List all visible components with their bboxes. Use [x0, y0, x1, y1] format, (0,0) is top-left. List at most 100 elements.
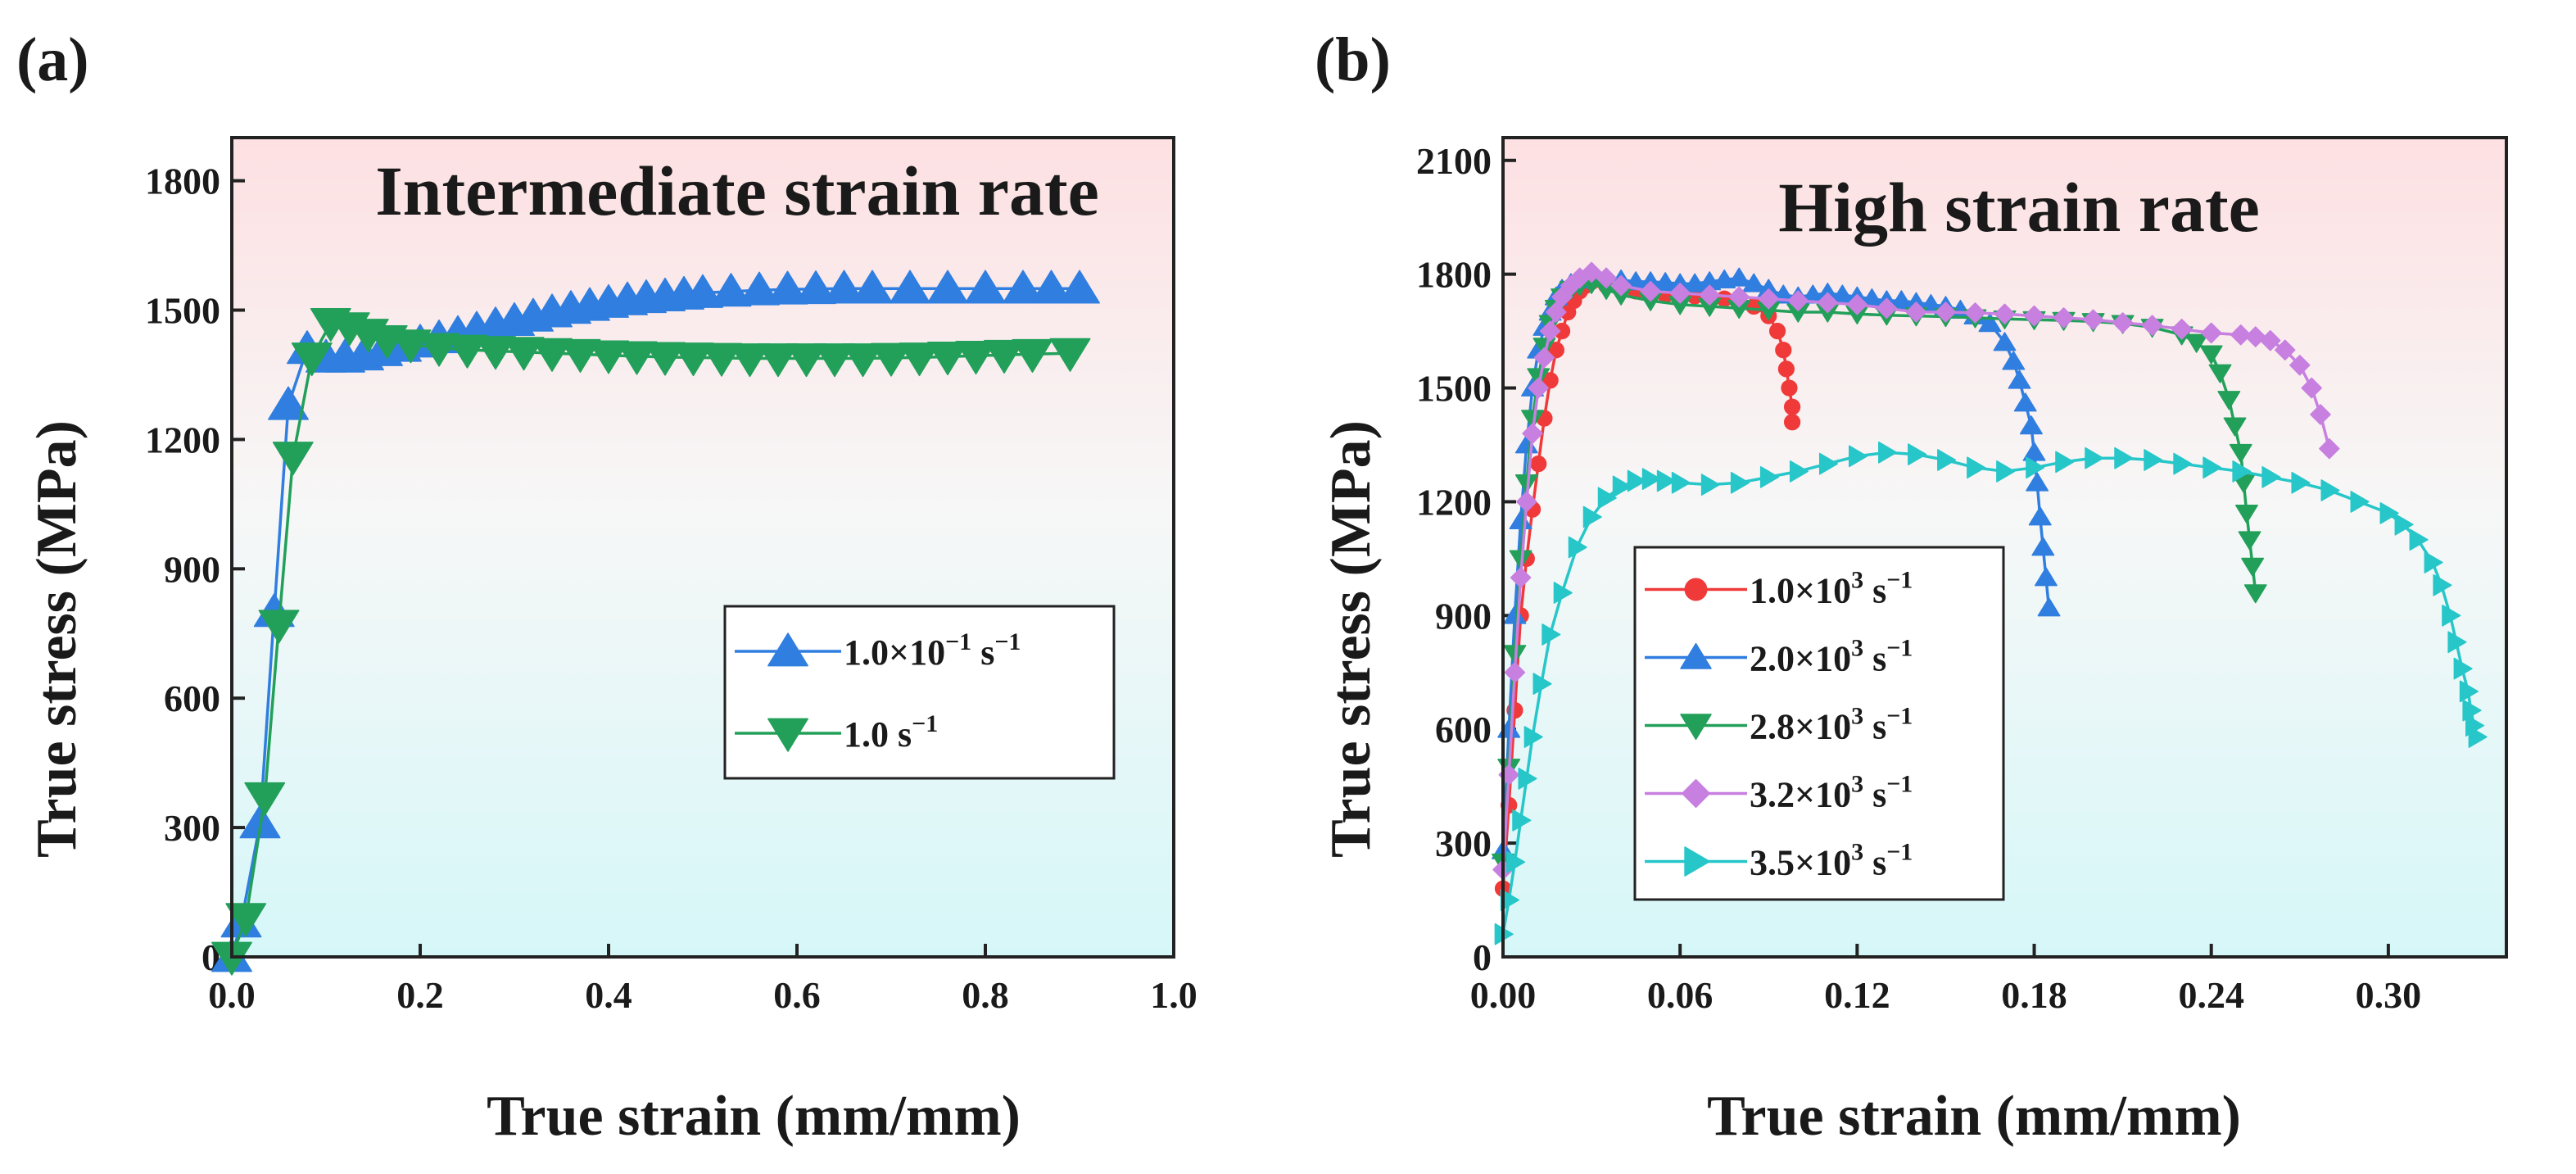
panel-a-y-tick-label: 1200 [145, 419, 220, 460]
panel-b-x-tick-label: 0.12 [1824, 974, 1890, 1016]
panel-a-x-tick-label: 0.2 [396, 974, 444, 1016]
panel-a-y-tick-label: 300 [164, 807, 220, 849]
panel-b-data-point [1935, 301, 1957, 323]
panel-a-data-point [672, 342, 714, 377]
panel-b-data-point [1967, 456, 1986, 479]
panel-b-data-point [1503, 605, 1527, 624]
panel-b-data-point [2232, 460, 2252, 483]
panel-b-legend-label: 3.2×103 s−1 [1750, 771, 1913, 815]
legend-label-unit: s [1863, 639, 1886, 679]
legend-label-unit-exponent: −1 [994, 628, 1021, 655]
panel-a-data-point [258, 610, 300, 644]
panel-b-data-point [1610, 274, 1632, 297]
panel-b-data-point [1532, 673, 1552, 696]
panel-b-data-point [2238, 531, 2261, 551]
panel-b-data-point [2291, 471, 2311, 494]
legend-label-base: 3.2×10 [1750, 775, 1851, 815]
panel-b-legend-label: 2.0×103 s−1 [1750, 635, 1913, 679]
panel-b-data-point [1568, 536, 1587, 559]
legend-label-unit: s [1863, 571, 1886, 611]
panel-a-series-line [230, 321, 1071, 958]
panel-b-data-point [1612, 475, 1632, 498]
panel-b-data-point [2243, 584, 2267, 604]
panel-a-data-point [244, 782, 286, 817]
panel-a-data-point [225, 903, 267, 937]
panel-b-data-point [1533, 347, 1555, 369]
panel-b-data-point [1582, 505, 1602, 528]
panel-a-data-point [701, 342, 742, 377]
panel-b-data-point [2208, 364, 2232, 383]
panel-a-x-axis-title: True strain (mm/mm) [487, 1085, 1021, 1148]
panel-b-data-point [2203, 456, 2222, 479]
panel-b-data-point [2022, 442, 2046, 461]
panel-b-x-tick-label: 0.24 [2178, 974, 2244, 1016]
panel-a-legend-box [723, 605, 1116, 780]
panel-a-data-point [871, 342, 912, 377]
panel-b-data-point [1671, 471, 1691, 494]
panel-b-y-tick-label: 1500 [1416, 368, 1492, 410]
panel-a-y-tick-label: 1500 [145, 290, 220, 332]
panel-b-data-point [2230, 324, 2252, 346]
legend-label-unit: s [1863, 843, 1886, 883]
panel-b-data-point [1908, 443, 1927, 465]
panel-b-y-tick-label: 300 [1435, 823, 1492, 864]
panel-a-y-axis-title: True stress (MPa) [25, 420, 88, 858]
panel-a-data-point [814, 343, 855, 378]
panel-b-data-point [1514, 474, 1538, 494]
panel-a-data-point [532, 338, 573, 372]
panel-b-data-point [2019, 415, 2043, 435]
panel-b-legend: 1.0×103 s−12.0×103 s−12.8×103 s−13.2×103… [1633, 546, 2005, 901]
panel-a-label: (a) [16, 25, 89, 94]
panel-b-y-tick-label: 900 [1435, 595, 1492, 637]
panel-b-data-point [2055, 451, 2075, 474]
panel-b-x-tick-label: 0.00 [1470, 974, 1537, 1016]
panel-b-data-point [1727, 267, 1751, 287]
panel-b-data-point [2394, 513, 2414, 536]
panel-b-data-point [1510, 567, 1532, 588]
panel-b-data-point [2026, 472, 2049, 492]
panel-b-y-tick-label: 2100 [1416, 140, 1492, 182]
panel-b-legend-marker [1680, 714, 1712, 741]
panel-b-data-point [2241, 557, 2265, 577]
legend-label-exponent: 3 [1851, 771, 1863, 798]
panel-b-legend-marker [1684, 846, 1711, 877]
panel-a-y-tick-label: 1800 [145, 161, 220, 202]
panel-b-data-point [2275, 339, 2296, 361]
panel-b-data-point [1775, 342, 1792, 359]
panel-a-data-point [852, 270, 893, 304]
panel-b-data-point [1905, 301, 1927, 323]
panel-b-data-point [1996, 460, 2016, 483]
panel-b-data-point [1878, 441, 1898, 464]
panel-b-data-point [2301, 377, 2322, 399]
panel-b-data-point [1768, 323, 1786, 340]
panel-b-data-point [2409, 528, 2429, 551]
panel-b-data-point [2468, 726, 2488, 748]
legend-label-exponent: 3 [1851, 839, 1863, 866]
panel-b-y-tick-label: 600 [1435, 709, 1492, 750]
panel-a-data-point [616, 341, 658, 375]
panel-b-data-point [1817, 292, 1839, 314]
legend-label-exponent: 3 [1851, 635, 1863, 662]
panel-a-annotation: Intermediate strain rate [375, 152, 1099, 230]
panel-b-data-point [1978, 313, 2002, 333]
panel-a-data-point [710, 273, 752, 307]
panel-a-data-point [268, 386, 309, 420]
panel-b-data-point [2026, 456, 2045, 479]
panel-b-data-point [2141, 315, 2163, 336]
panel-a-data-point [823, 270, 865, 304]
panel-b-data-point [1530, 456, 1547, 473]
panel-a-data-point [890, 270, 930, 304]
panel-b-y-tick-label: 1200 [1416, 481, 1492, 523]
panel-a-data-point [729, 343, 771, 378]
panel-b-data-point [2053, 307, 2075, 329]
panel-a-legend-label: 1.0 s−1 [844, 710, 938, 755]
legend-label-base: 1.0×10 [1750, 571, 1851, 611]
panel-b-data-point [2310, 404, 2331, 425]
panel-b-y-axis-title: True stress (MPa) [1320, 420, 1383, 858]
panel-b-data-point [1818, 452, 1839, 475]
panel-a-data-point [1049, 338, 1091, 372]
panel-b-data-point [2173, 452, 2193, 475]
panel-b-legend-label: 1.0×103 s−1 [1750, 567, 1913, 611]
panel-a-data-point [1030, 270, 1072, 304]
panel-b-data-point [2082, 309, 2104, 330]
